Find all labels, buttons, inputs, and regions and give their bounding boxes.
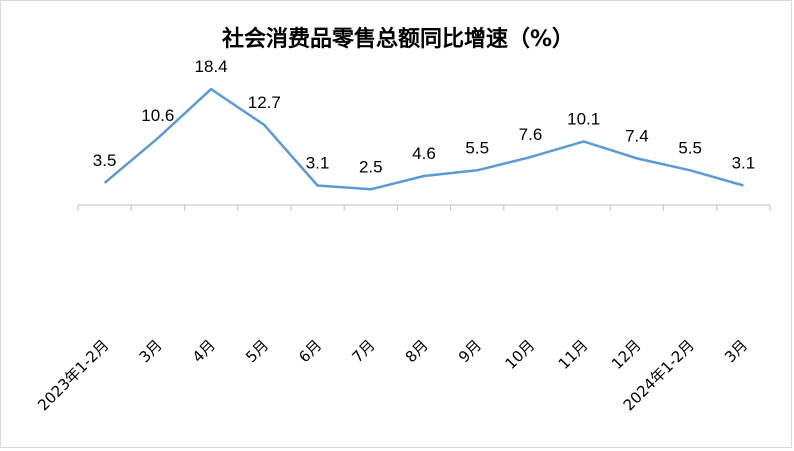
data-label: 5.5 (465, 138, 489, 157)
x-tick-label: 7月 (349, 336, 379, 366)
x-tick-label: 5月 (242, 336, 272, 366)
x-tick-labels: 2023年1-2月 3月 4月 5月 6月 7月 8月 9月 10月 11月 12月2024年1-2… (34, 336, 751, 414)
x-tick-label: 8月 (402, 336, 432, 366)
x-tick-label: 9月 (455, 336, 485, 366)
x-tick-label: 10月 (501, 336, 538, 373)
x-tick-label: 11月 (555, 336, 592, 373)
series-line-group (103, 87, 744, 191)
chart-title: 社会消费品零售总额同比增速（%） (222, 26, 574, 52)
series-line (103, 87, 744, 191)
data-label: 10.1 (567, 109, 600, 128)
data-label: 3.1 (732, 153, 756, 172)
x-tick-label: 4月 (189, 336, 219, 366)
data-label: 7.6 (519, 125, 543, 144)
data-label: 10.6 (141, 106, 174, 125)
x-tick-label: 3月 (721, 336, 751, 366)
data-labels: 3.5 10.6 18.4 12.7 3.1 2.5 4.6 5.5 7.6 10.1 7.4 5.5… (93, 57, 755, 176)
data-label: 5.5 (678, 138, 702, 157)
x-axis (77, 204, 771, 211)
data-label: 3.5 (93, 151, 117, 170)
x-tick-label: 6月 (295, 336, 325, 366)
x-tick-label: 2023年1-2月 (34, 336, 112, 414)
data-label: 18.4 (195, 57, 228, 76)
data-label: 12.7 (248, 93, 281, 112)
data-label: 2.5 (359, 157, 383, 176)
data-label: 7.4 (625, 126, 649, 145)
data-label: 4.6 (412, 144, 436, 163)
x-tick-label: 12月 (608, 336, 645, 373)
data-label: 3.1 (306, 153, 330, 172)
x-tick-label: 3月 (136, 336, 166, 366)
